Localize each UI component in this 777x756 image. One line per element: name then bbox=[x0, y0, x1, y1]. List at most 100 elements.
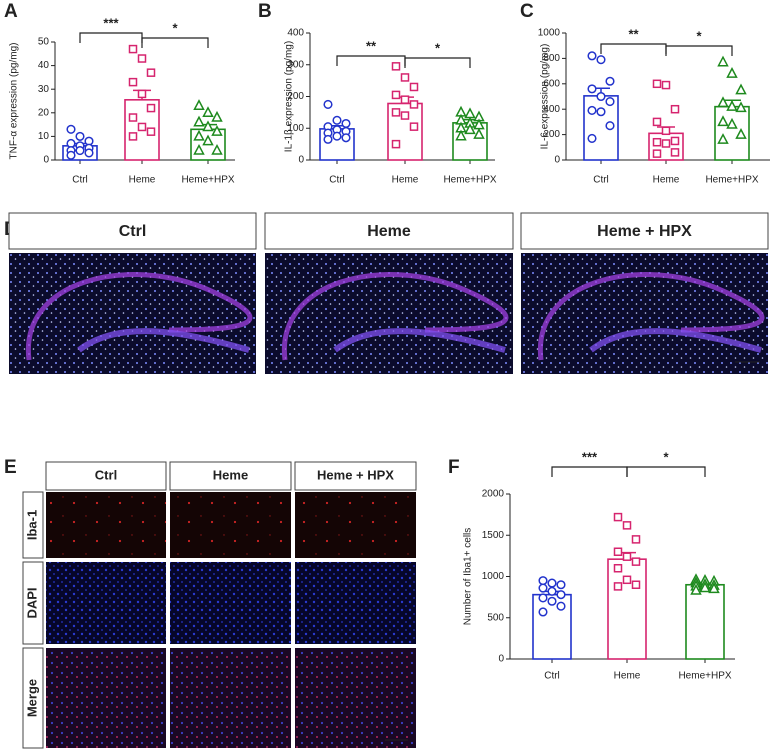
significance-label: ** bbox=[366, 38, 377, 53]
data-point bbox=[605, 76, 615, 86]
hippocampus-layer bbox=[333, 328, 506, 353]
data-point bbox=[409, 122, 419, 131]
micrograph bbox=[521, 253, 768, 374]
column-header-box bbox=[8, 212, 257, 250]
significance-label: * bbox=[435, 40, 441, 55]
data-point bbox=[556, 580, 566, 590]
y-tick-label: 1000 bbox=[482, 571, 505, 582]
data-point bbox=[735, 101, 747, 113]
data-point bbox=[538, 607, 548, 617]
data-point bbox=[538, 583, 548, 593]
micrograph bbox=[295, 492, 416, 558]
data-point bbox=[128, 77, 138, 87]
column-header: Ctrl bbox=[119, 223, 147, 240]
y-tick-label: 20 bbox=[38, 107, 50, 118]
data-point bbox=[391, 108, 401, 117]
data-point bbox=[708, 582, 720, 594]
data-point bbox=[464, 107, 476, 119]
data-point bbox=[400, 73, 410, 82]
data-point bbox=[717, 55, 729, 67]
data-point bbox=[464, 123, 476, 135]
bar bbox=[714, 105, 750, 161]
data-point bbox=[193, 129, 205, 141]
y-tick-label: 2000 bbox=[482, 489, 505, 500]
x-tick-label: Ctrl bbox=[593, 175, 609, 186]
data-point bbox=[652, 117, 662, 127]
data-point bbox=[631, 580, 641, 589]
hippocampus-layer bbox=[25, 272, 253, 361]
data-point bbox=[652, 149, 662, 158]
data-point bbox=[211, 110, 223, 122]
column-header-box bbox=[169, 461, 292, 491]
significance-bracket bbox=[626, 466, 706, 477]
x-tick-label: Ctrl bbox=[329, 175, 345, 186]
data-point bbox=[211, 143, 223, 155]
hippocampus-layer bbox=[77, 328, 250, 353]
significance-bracket bbox=[79, 32, 143, 43]
y-tick-label: 200 bbox=[543, 129, 560, 140]
significance-bracket bbox=[551, 466, 628, 477]
significance-label: *** bbox=[103, 15, 119, 30]
y-tick-label: 0 bbox=[43, 155, 49, 166]
row-header: DAPI bbox=[24, 587, 39, 618]
data-point bbox=[690, 583, 702, 595]
data-point bbox=[726, 67, 738, 78]
significance-label: *** bbox=[582, 449, 598, 464]
row-header: Merge bbox=[24, 679, 39, 717]
column-header: Heme bbox=[367, 223, 411, 240]
data-point bbox=[538, 593, 548, 603]
data-point bbox=[717, 115, 729, 127]
data-point bbox=[613, 547, 623, 556]
data-point bbox=[670, 104, 680, 114]
data-point bbox=[556, 590, 566, 600]
micrograph bbox=[170, 492, 291, 558]
data-point bbox=[587, 84, 597, 94]
y-tick-label: 1000 bbox=[538, 28, 561, 39]
y-tick-label: 800 bbox=[543, 53, 560, 64]
data-point bbox=[341, 133, 351, 143]
data-point bbox=[202, 106, 214, 118]
bar bbox=[685, 583, 725, 660]
data-point bbox=[726, 117, 738, 129]
data-point bbox=[193, 143, 205, 155]
data-point bbox=[596, 55, 606, 65]
data-point bbox=[211, 125, 223, 136]
significance-label: * bbox=[172, 20, 178, 35]
micrograph bbox=[170, 648, 291, 748]
y-axis-label: Number of Iba1+ cells bbox=[463, 528, 474, 626]
data-point bbox=[699, 581, 711, 593]
y-tick-label: 100 bbox=[287, 123, 304, 134]
data-point bbox=[323, 134, 333, 144]
data-point bbox=[75, 131, 85, 141]
micrograph bbox=[295, 562, 416, 644]
micrograph bbox=[46, 648, 166, 748]
x-tick-label: Ctrl bbox=[544, 671, 560, 682]
data-point bbox=[128, 44, 138, 54]
data-point bbox=[146, 127, 156, 136]
data-point bbox=[661, 126, 671, 136]
data-point bbox=[455, 129, 467, 141]
x-tick-label: Ctrl bbox=[72, 175, 88, 186]
micrograph bbox=[46, 562, 166, 644]
row-header-box bbox=[22, 647, 44, 749]
data-point bbox=[735, 127, 747, 139]
data-point bbox=[622, 552, 632, 561]
row-header-box bbox=[22, 491, 44, 559]
y-tick-label: 400 bbox=[543, 104, 560, 115]
data-point bbox=[473, 127, 485, 139]
panel-letter: A bbox=[4, 1, 18, 22]
data-point bbox=[391, 62, 401, 71]
data-point bbox=[137, 89, 147, 99]
data-point bbox=[400, 111, 410, 120]
data-point bbox=[631, 535, 641, 544]
data-point bbox=[587, 133, 597, 143]
column-header-box bbox=[45, 461, 167, 491]
column-header: Heme + HPX bbox=[317, 467, 394, 482]
x-tick-label: Heme bbox=[392, 175, 419, 186]
y-tick-label: 600 bbox=[543, 78, 560, 89]
data-point bbox=[202, 134, 214, 146]
data-point bbox=[391, 139, 401, 149]
bar bbox=[607, 558, 647, 660]
data-point bbox=[202, 120, 214, 132]
data-point bbox=[670, 136, 680, 146]
